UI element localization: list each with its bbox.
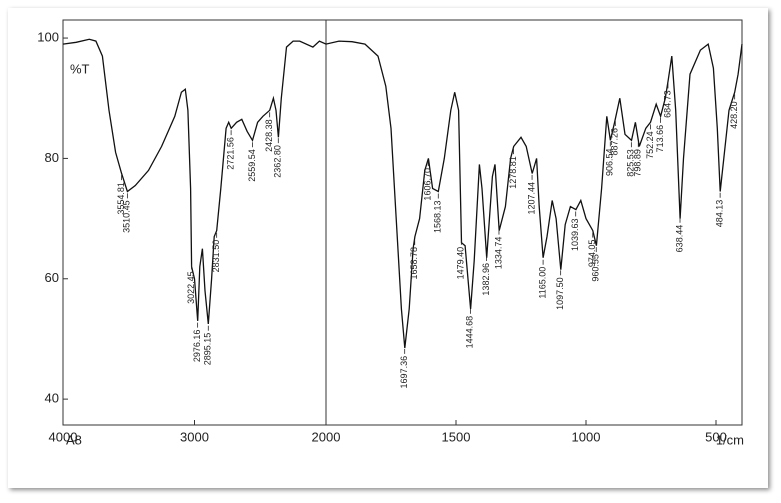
- peak-label: 974.05: [587, 240, 597, 268]
- peak-label: 1097.50: [555, 277, 565, 310]
- peak-label: 906.54: [605, 148, 615, 176]
- y-axis-label: %T: [70, 61, 90, 76]
- plot-frame: [62, 19, 743, 426]
- card: [8, 8, 768, 488]
- peak-label: 1606.70: [423, 168, 433, 201]
- peak-label: 484.13: [715, 200, 725, 228]
- peak-label: 1479.40: [456, 247, 466, 280]
- y-tick-label: 80: [45, 150, 59, 165]
- peak-label: 2976.16: [192, 330, 202, 363]
- peak-label: 684.73: [662, 90, 672, 118]
- peak-label: 3022.45: [186, 271, 196, 304]
- spectrum-line: [62, 38, 743, 349]
- peak-label: 1444.68: [465, 316, 475, 349]
- peak-label: 1697.36: [399, 356, 409, 389]
- peak-label: 2721.56: [225, 137, 235, 170]
- peak-label: 638.44: [674, 225, 684, 253]
- peak-label: 1039.63: [570, 218, 580, 251]
- x-tick-label: 2000: [312, 429, 341, 444]
- peak-label: 1278.81: [508, 156, 518, 189]
- peak-label: 798.89: [633, 149, 643, 177]
- peak-label: 752.24: [645, 131, 655, 159]
- peak-label: 1334.74: [493, 237, 503, 270]
- peak-label: 2895.15: [203, 333, 213, 366]
- peak-label: 1207.44: [526, 182, 536, 215]
- peak-label: 2831.50: [211, 240, 221, 273]
- y-tick-label: 60: [45, 270, 59, 285]
- peak-label: 2362.80: [273, 145, 283, 178]
- peak-label: 1658.78: [409, 247, 419, 280]
- sample-name: A8: [66, 432, 82, 447]
- x-tick-label: 4000: [49, 429, 78, 444]
- peak-label: 3510.45: [122, 200, 132, 233]
- y-tick-label: 40: [45, 391, 59, 406]
- peak-label: 1382.96: [481, 263, 491, 296]
- peak-label: 1568.13: [433, 200, 443, 233]
- peak-label: 2559.54: [247, 149, 257, 182]
- y-tick-label: 100: [37, 29, 59, 44]
- peak-label: 2428.38: [264, 119, 274, 152]
- peak-label: 1165.00: [537, 267, 547, 299]
- peak-label: 3554.81: [116, 182, 126, 215]
- x-tick-label: 3000: [180, 429, 209, 444]
- peak-label: 428.20: [729, 101, 739, 129]
- x-tick-label: 1000: [572, 429, 601, 444]
- x-tick-label: 1500: [442, 429, 471, 444]
- peak-label: 825.53: [626, 149, 636, 177]
- peak-label: 960.55: [591, 254, 601, 282]
- x-tick-label: 500: [705, 429, 727, 444]
- x-axis-label: 1/cm: [716, 432, 744, 447]
- peak-label: 887.26: [610, 128, 620, 156]
- peak-label: 713.66: [655, 125, 665, 153]
